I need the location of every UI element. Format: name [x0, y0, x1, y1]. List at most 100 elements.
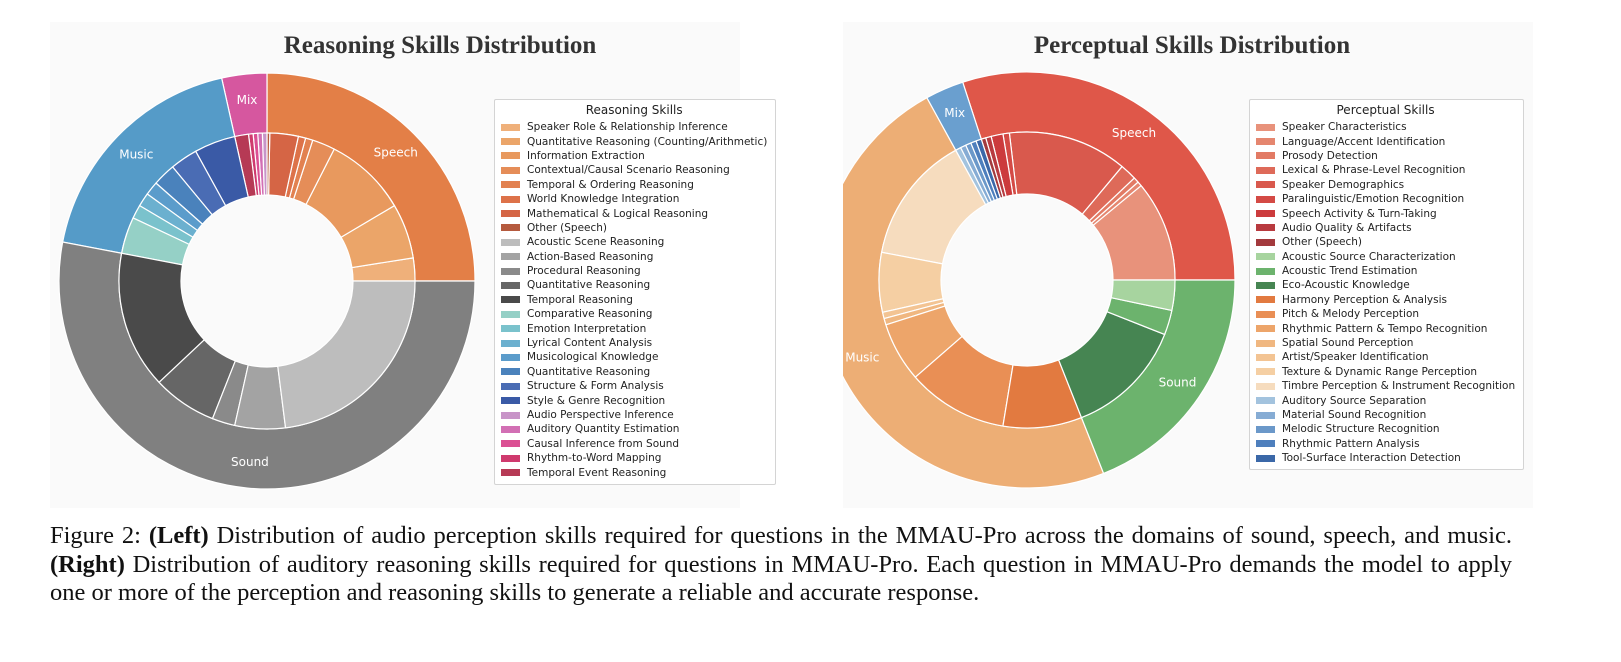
perceptual-legend-label: Speech Activity & Turn-Taking — [1282, 207, 1437, 220]
perceptual-legend-label: Harmony Perception & Analysis — [1282, 293, 1447, 306]
caption-right-tag: (Right) — [50, 550, 125, 578]
reasoning-legend-swatch — [501, 166, 520, 174]
reasoning-legend-swatch — [501, 253, 520, 261]
perceptual-legend-item: Artist/Speaker Identification — [1256, 350, 1515, 364]
perceptual-legend-item: Tool-Surface Interaction Detection — [1256, 451, 1515, 465]
perceptual-legend-label: Tool-Surface Interaction Detection — [1282, 452, 1461, 465]
reasoning-legend-swatch — [501, 138, 520, 146]
reasoning-legend-item: Temporal Event Reasoning — [501, 465, 767, 479]
reasoning-legend-swatch — [501, 382, 520, 390]
reasoning-legend-label: Temporal Event Reasoning — [527, 466, 667, 479]
reasoning-legend-label: Quantitative Reasoning (Counting/Arithme… — [527, 135, 768, 148]
perceptual-legend-swatch — [1256, 253, 1275, 261]
perceptual-legend-label: Material Sound Recognition — [1282, 409, 1427, 421]
reasoning-legend-item: Quantitative Reasoning — [501, 365, 767, 379]
perceptual-legend-label: Acoustic Trend Estimation — [1282, 265, 1418, 278]
reasoning-legend-items: Speaker Role & Relationship Inference Qua… — [501, 120, 767, 480]
reasoning-legend-label: Comparative Reasoning — [527, 308, 653, 321]
reasoning-legend-item: Information Extraction — [501, 149, 767, 163]
perceptual-legend-swatch — [1256, 238, 1275, 246]
figure-caption: Figure 2: (Left) Distribution of audio p… — [50, 522, 1512, 608]
reasoning-outer-label-sound: Sound — [231, 455, 269, 469]
reasoning-legend-swatch — [501, 152, 520, 160]
perceptual-donut: Speech Mix Music Sound — [843, 71, 1236, 489]
perceptual-legend-swatch — [1256, 382, 1275, 390]
perceptual-legend-swatch — [1256, 440, 1275, 448]
perceptual-legend-swatch — [1256, 397, 1275, 405]
reasoning-legend-swatch — [501, 397, 520, 405]
reasoning-legend-swatch — [501, 469, 520, 477]
reasoning-legend-item: Style & Genre Recognition — [501, 393, 767, 407]
perceptual-legend-item: Language/Accent Identification — [1256, 134, 1515, 148]
perceptual-legend-item: Auditory Source Separation — [1256, 393, 1515, 407]
reasoning-legend-label: Lyrical Content Analysis — [527, 337, 653, 350]
reasoning-legend-swatch — [501, 181, 520, 189]
reasoning-legend-item: Other (Speech) — [501, 221, 767, 235]
reasoning-legend-swatch — [501, 210, 520, 218]
reasoning-legend-label: Style & Genre Recognition — [527, 394, 666, 407]
perceptual-legend-item: Material Sound Recognition — [1256, 408, 1515, 422]
reasoning-legend-label: Other (Speech) — [527, 221, 608, 234]
reasoning-legend-label: Procedural Reasoning — [527, 265, 641, 278]
perceptual-legend-label: Speaker Demographics — [1282, 178, 1405, 191]
perceptual-legend-item: Eco-Acoustic Knowledge — [1256, 278, 1515, 292]
perceptual-outer-label-mix: Mix — [944, 106, 965, 120]
perceptual-legend-swatch — [1256, 181, 1275, 189]
perceptual-legend-item: Acoustic Trend Estimation — [1256, 264, 1515, 278]
reasoning-legend-swatch — [501, 339, 520, 347]
caption-label: Figure 2: — [50, 522, 141, 549]
reasoning-legend-label: Emotion Interpretation — [527, 322, 647, 335]
perceptual-legend-item: Texture & Dynamic Range Perception — [1256, 365, 1515, 379]
perceptual-outer-label-sound: Sound — [1159, 375, 1197, 389]
reasoning-legend-item: Musicological Knowledge — [501, 350, 767, 364]
perceptual-legend-swatch — [1256, 166, 1275, 174]
reasoning-legend-item: Structure & Form Analysis — [501, 379, 767, 393]
reasoning-inner-slice-sound-acoustic-scene-reasoning — [277, 280, 416, 429]
reasoning-legend-item: Mathematical & Logical Reasoning — [501, 206, 767, 220]
perceptual-legend-item: Speaker Demographics — [1256, 178, 1515, 192]
reasoning-legend-swatch — [501, 238, 520, 246]
perceptual-legend-item: Audio Quality & Artifacts — [1256, 221, 1515, 235]
perceptual-legend-label: Prosody Detection — [1282, 149, 1378, 162]
reasoning-legend-item: Auditory Quantity Estimation — [501, 422, 767, 436]
perceptual-legend-item: Acoustic Source Characterization — [1256, 250, 1515, 264]
reasoning-legend-swatch — [501, 281, 520, 289]
reasoning-legend-swatch — [501, 454, 520, 462]
perceptual-chart-title: Perceptual Skills Distribution — [1033, 32, 1351, 59]
perceptual-legend-label: Auditory Source Separation — [1282, 394, 1427, 407]
perceptual-legend-item: Melodic Structure Recognition — [1256, 422, 1515, 436]
perceptual-legend-items: Speaker Characteristics Language/Accent I… — [1256, 120, 1515, 465]
perceptual-legend-swatch — [1256, 368, 1275, 376]
reasoning-legend-label: Temporal Reasoning — [527, 293, 633, 306]
reasoning-legend-item: Audio Perspective Inference — [501, 408, 767, 422]
reasoning-legend-label: Contextual/Causal Scenario Reasoning — [527, 164, 730, 177]
perceptual-legend-item: Lexical & Phrase-Level Recognition — [1256, 163, 1515, 177]
reasoning-legend-swatch — [501, 310, 520, 318]
reasoning-legend-item: Speaker Role & Relationship Inference — [501, 120, 767, 134]
perceptual-legend-label: Eco-Acoustic Knowledge — [1282, 279, 1410, 292]
perceptual-legend-item: Other (Speech) — [1256, 235, 1515, 249]
perceptual-chart-panel: Perceptual Skills Distribution Speech Mix… — [843, 22, 1533, 508]
perceptual-legend: Perceptual Skills Speaker Characteristic… — [1249, 99, 1525, 471]
reasoning-legend-label: Audio Perspective Inference — [527, 409, 674, 421]
reasoning-legend-item: Emotion Interpretation — [501, 321, 767, 335]
perceptual-legend-label: Artist/Speaker Identification — [1282, 351, 1429, 364]
perceptual-legend-label: Spatial Sound Perception — [1282, 337, 1414, 350]
reasoning-legend-item: Acoustic Scene Reasoning — [501, 235, 767, 249]
reasoning-legend-label: Mathematical & Logical Reasoning — [527, 207, 709, 220]
perceptual-legend-swatch — [1256, 152, 1275, 160]
caption-right-text: Distribution of auditory reasoning skill… — [50, 550, 1512, 607]
perceptual-legend-item: Rhythmic Pattern & Tempo Recognition — [1256, 321, 1515, 335]
reasoning-legend-swatch — [501, 267, 520, 275]
reasoning-legend-swatch — [501, 123, 520, 131]
perceptual-legend-label: Rhythmic Pattern Analysis — [1282, 437, 1420, 450]
perceptual-legend-label: Other (Speech) — [1282, 236, 1363, 249]
perceptual-legend-swatch — [1256, 267, 1275, 275]
reasoning-legend-item: Quantitative Reasoning (Counting/Arithme… — [501, 134, 767, 148]
perceptual-legend-item: Rhythmic Pattern Analysis — [1256, 437, 1515, 451]
reasoning-legend-item: Procedural Reasoning — [501, 264, 767, 278]
perceptual-legend-swatch — [1256, 454, 1275, 462]
perceptual-legend-swatch — [1256, 224, 1275, 232]
perceptual-legend-label: Lexical & Phrase-Level Recognition — [1282, 164, 1466, 177]
perceptual-legend-label: Audio Quality & Artifacts — [1282, 221, 1412, 234]
